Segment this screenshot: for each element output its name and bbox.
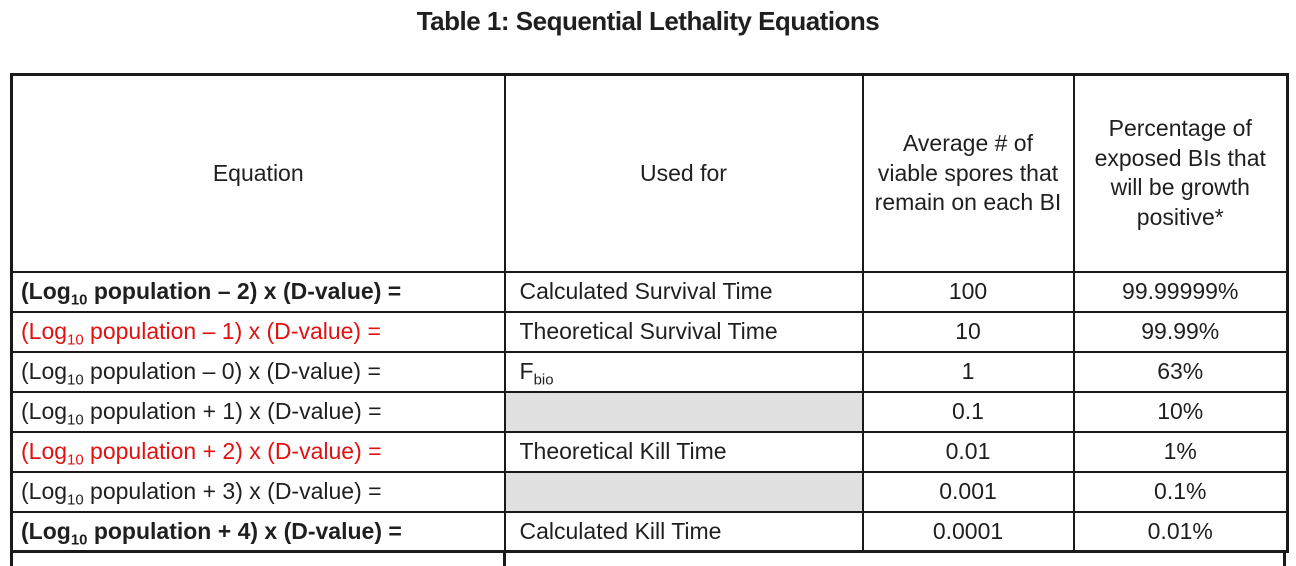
percentage-cell: 63% xyxy=(1072,350,1289,393)
lethality-table: Equation Used for Average # of viable sp… xyxy=(10,73,1289,553)
subscript: bio xyxy=(533,371,554,389)
percentage-cell: 0.01% xyxy=(1072,510,1289,553)
table-body: (Log10 population – 2) x (D-value) = Cal… xyxy=(10,270,1289,553)
partial-row-border-right xyxy=(1283,552,1286,566)
subscript: 10 xyxy=(67,331,84,349)
equation-cell: (Log10 population – 2) x (D-value) = xyxy=(10,270,506,313)
spores-cell: 1 xyxy=(861,350,1075,393)
table-header: Equation Used for Average # of viable sp… xyxy=(10,73,1289,273)
used-for-cell: Calculated Survival Time xyxy=(503,270,864,313)
percentage-cell: 0.1% xyxy=(1072,470,1289,513)
equation-cell: (Log10 population + 4) x (D-value) = xyxy=(10,510,506,553)
percentage-cell: 1% xyxy=(1072,430,1289,473)
spores-cell: 0.01 xyxy=(861,430,1075,473)
partial-row-border-left xyxy=(10,552,13,566)
used-for-cell: Calculated Kill Time xyxy=(503,510,864,553)
used-for-cell-shaded xyxy=(503,470,864,513)
subscript: 10 xyxy=(70,531,88,549)
table-row-plus3: (Log10 population + 3) x (D-value) = 0.0… xyxy=(10,470,1289,513)
percentage-cell: 99.99999% xyxy=(1072,270,1289,313)
spores-cell: 0.1 xyxy=(861,390,1075,433)
table-row-theoretical-survival: (Log10 population – 1) x (D-value) = The… xyxy=(10,310,1289,353)
header-equation: Equation xyxy=(10,73,506,273)
table-row-calculated-kill: (Log10 population + 4) x (D-value) = Cal… xyxy=(10,510,1289,553)
percentage-cell: 10% xyxy=(1072,390,1289,433)
header-percentage-positive: Percentage of exposed BIs that will be g… xyxy=(1072,73,1289,273)
table-row-plus1: (Log10 population + 1) x (D-value) = 0.1… xyxy=(10,390,1289,433)
table-row-theoretical-kill: (Log10 population + 2) x (D-value) = The… xyxy=(10,430,1289,473)
equation-cell: (Log10 population – 0) x (D-value) = xyxy=(10,350,506,393)
subscript: 10 xyxy=(67,371,84,389)
spores-cell: 10 xyxy=(861,310,1075,353)
header-used-for: Used for xyxy=(503,73,864,273)
used-for-cell: Theoretical Kill Time xyxy=(503,430,864,473)
equation-cell: (Log10 population – 1) x (D-value) = xyxy=(10,310,506,353)
table-title: Table 1: Sequential Lethality Equations xyxy=(416,6,880,36)
used-for-cell: Fbio xyxy=(503,350,864,393)
spores-cell: 100 xyxy=(861,270,1075,313)
equation-cell: (Log10 population + 3) x (D-value) = xyxy=(10,470,506,513)
table-row-calculated-survival: (Log10 population – 2) x (D-value) = Cal… xyxy=(10,270,1289,313)
spores-cell: 0.001 xyxy=(861,470,1075,513)
subscript: 10 xyxy=(70,291,88,309)
subscript: 10 xyxy=(67,451,84,469)
partial-row-border-middle xyxy=(503,552,506,566)
header-avg-spores: Average # of viable spores that remain o… xyxy=(861,73,1075,273)
used-for-cell: Theoretical Survival Time xyxy=(503,310,864,353)
header-row: Equation Used for Average # of viable sp… xyxy=(10,73,1289,273)
subscript: 10 xyxy=(67,411,84,429)
percentage-cell: 99.99% xyxy=(1072,310,1289,353)
subscript: 10 xyxy=(67,491,84,509)
equation-cell: (Log10 population + 1) x (D-value) = xyxy=(10,390,506,433)
table-row-fbio: (Log10 population – 0) x (D-value) = Fbi… xyxy=(10,350,1289,393)
used-for-cell-shaded xyxy=(503,390,864,433)
spores-cell: 0.0001 xyxy=(861,510,1075,553)
equation-cell: (Log10 population + 2) x (D-value) = xyxy=(10,430,506,473)
